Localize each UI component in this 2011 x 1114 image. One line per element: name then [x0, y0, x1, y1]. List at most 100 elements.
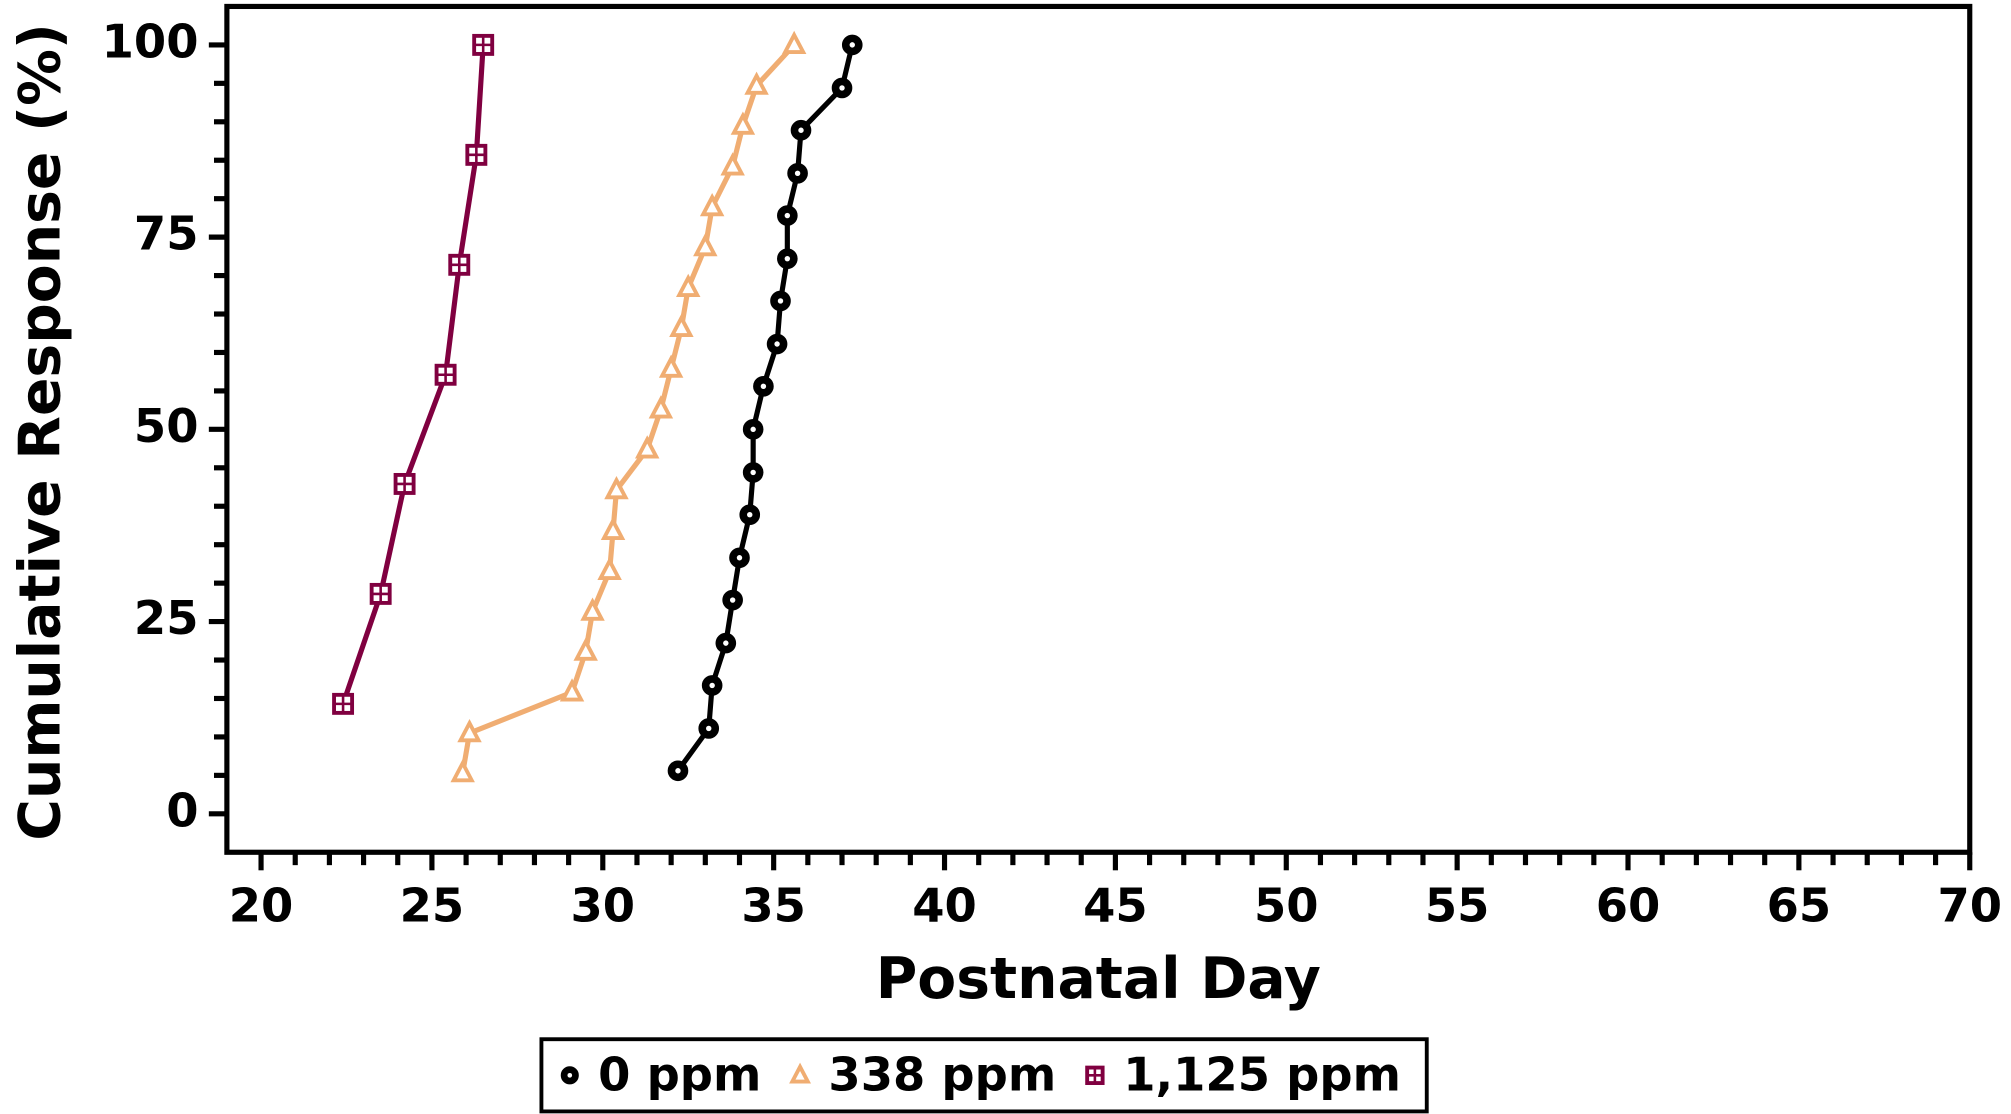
data-point [831, 77, 853, 99]
plot-frame [224, 3, 1973, 855]
marker-dot [706, 725, 712, 732]
data-point [720, 152, 745, 176]
data-point [787, 162, 808, 184]
data-point [457, 718, 482, 743]
marker-shape [781, 30, 807, 55]
marker-shape [730, 111, 756, 135]
marker-shape [559, 678, 585, 702]
marker-shape [580, 597, 605, 621]
data-point [600, 516, 626, 541]
data-point [604, 476, 629, 500]
marker-shape [634, 435, 660, 459]
marker-dot [675, 768, 681, 774]
series-line [340, 44, 486, 705]
x-axis-title: Postnatal Day [876, 946, 1321, 1012]
marker-dot [774, 341, 780, 347]
marker-shape [658, 354, 684, 378]
marker-dot [760, 383, 767, 390]
data-point [580, 597, 605, 621]
marker-cross [436, 365, 455, 384]
marker-shape [669, 313, 694, 338]
y-tick-label: 100 [102, 14, 199, 68]
marker-shape [699, 193, 725, 217]
marker-cross [474, 35, 493, 54]
data-point [434, 363, 457, 386]
marker-shape [457, 718, 482, 743]
legend-frame [539, 1037, 1429, 1114]
data-point [841, 34, 863, 56]
marker-shape [789, 1062, 811, 1084]
data-point [450, 758, 475, 783]
y-axis-title: Cumulative Response (%) [7, 23, 73, 841]
marker-shape [676, 273, 701, 298]
marker-dot [784, 255, 791, 262]
marker-dot [736, 555, 743, 561]
data-point [742, 462, 764, 483]
x-tick-label: 70 [1937, 878, 2002, 932]
data-point [698, 718, 720, 739]
marker-cross [1087, 1067, 1103, 1084]
x-tick-label: 20 [229, 878, 294, 932]
data-point [332, 692, 355, 715]
data-point [701, 675, 723, 696]
data-point [669, 313, 694, 338]
data-point [393, 472, 416, 495]
x-tick-label: 50 [1254, 878, 1319, 932]
x-tick-label: 30 [571, 878, 636, 932]
x-tick-label: 40 [912, 878, 977, 932]
marker-dot [750, 426, 756, 433]
data-point [790, 119, 812, 141]
x-tick-label: 35 [741, 878, 806, 932]
x-tick-label: 25 [400, 878, 465, 932]
marker-dot [567, 1072, 573, 1078]
data-point [597, 556, 622, 580]
marker-dot [747, 511, 753, 518]
marker-shape [450, 758, 475, 783]
series-line [460, 43, 797, 774]
marker-shape [720, 152, 745, 176]
data-point [472, 33, 495, 56]
legend-label: 0 ppm [598, 1047, 761, 1101]
marker-dot [723, 640, 729, 646]
marker-cross [395, 474, 414, 493]
y-tick-label: 50 [134, 399, 199, 453]
marker-cross [334, 694, 353, 713]
series-line [675, 44, 855, 773]
legend: 0 ppm 338 ppm 1,125 ppm [539, 1037, 1429, 1114]
data-point [777, 248, 798, 269]
x-tick-label: 55 [1425, 878, 1490, 932]
data-point [722, 589, 743, 611]
y-tick-label: 75 [134, 207, 199, 261]
data-point [715, 632, 737, 654]
data-point [699, 193, 725, 217]
x-tick-label: 45 [1083, 878, 1148, 932]
data-point [753, 375, 774, 397]
data-point [559, 678, 585, 702]
marker-shape [597, 556, 622, 580]
marker-cross [371, 584, 390, 603]
data-point [693, 233, 718, 257]
data-point [770, 290, 791, 312]
marker-shape [604, 476, 629, 500]
data-point [730, 111, 756, 135]
marker-dot [709, 682, 715, 689]
data-point [573, 637, 598, 661]
data-point [648, 395, 674, 419]
marker-dot [798, 127, 804, 133]
y-tick-label: 0 [166, 783, 198, 837]
x-tick-label: 65 [1767, 878, 1832, 932]
x-tick-label: 60 [1596, 878, 1661, 932]
data-point [465, 143, 488, 166]
data-point [766, 333, 788, 355]
data-point [369, 582, 392, 605]
marker-dot [729, 597, 736, 603]
legend-label: 1,125 ppm [1123, 1047, 1401, 1101]
marker-dot [750, 469, 756, 476]
data-point [658, 354, 684, 378]
y-tick-label: 25 [134, 591, 199, 645]
marker-shape [600, 516, 626, 541]
data-point [667, 760, 689, 782]
marker-dot [784, 212, 791, 219]
